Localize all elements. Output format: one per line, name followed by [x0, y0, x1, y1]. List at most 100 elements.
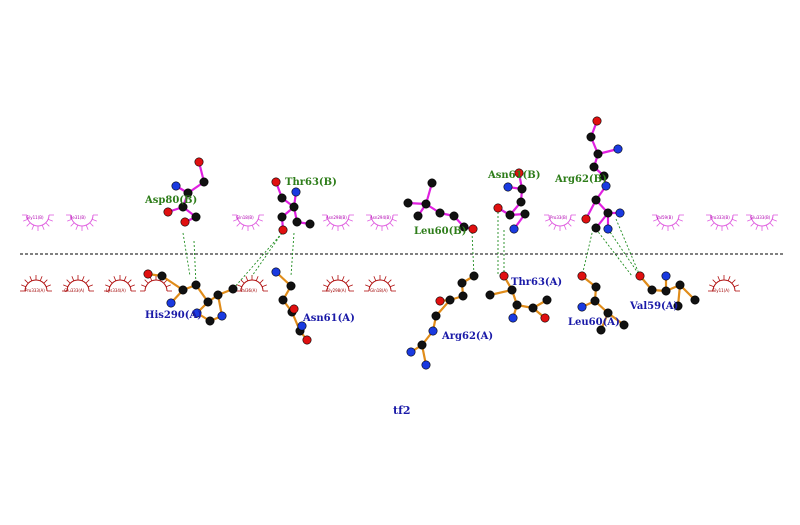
- residue-label: Arg62(B): [554, 174, 607, 185]
- hydrophobic-arc-tick: [323, 284, 328, 288]
- hydrophobic-arc-tick: [85, 279, 90, 284]
- hydrophobic-arc-tick: [345, 279, 350, 284]
- carbon-atom: [427, 178, 437, 188]
- nitrogen-atom: [428, 326, 438, 336]
- hydrophobic-arc-tick: [389, 222, 394, 227]
- hydrophobic-arc-tick: [41, 225, 45, 230]
- carbon-atom: [591, 282, 601, 292]
- carbon-atom: [469, 271, 479, 281]
- carbon-atom: [305, 219, 315, 229]
- hydrophobic-arc-tick: [233, 218, 238, 222]
- hydrophobic-arc: [108, 279, 132, 292]
- nitrogen-atom: [613, 144, 623, 154]
- hydrophobic-label: Val59(B): [656, 215, 673, 220]
- nitrogen-atom: [217, 311, 227, 321]
- hydrophobic-arc-tick: [653, 218, 658, 222]
- hydrogen-bond: [581, 228, 594, 277]
- carbon-atom: [647, 285, 657, 295]
- hydrogen-bond: [471, 231, 475, 277]
- hydrophobic-arc-tick: [67, 218, 72, 222]
- hydrophobic-arc-tick: [727, 276, 731, 281]
- oxygen-atom: [581, 214, 591, 224]
- nitrogen-atom: [509, 224, 519, 234]
- hydrophobic-arc: [548, 214, 572, 227]
- carbon-atom: [591, 223, 601, 233]
- hydrophobic-arc-tick: [23, 218, 28, 222]
- hydrophobic-arc-tick: [88, 284, 93, 288]
- oxygen-atom: [499, 271, 509, 281]
- hydrophobic-arc-tick: [31, 225, 35, 230]
- hydrophobic-arc-tick: [678, 218, 683, 222]
- hydrophobic-arc-tick: [567, 222, 572, 227]
- hydrophobic-arc-tick: [715, 225, 719, 230]
- hydrogen-bonds: [182, 208, 641, 290]
- hydrophobic-arc: [326, 279, 350, 292]
- hydrogen-bond: [595, 228, 633, 277]
- carbon-atom: [277, 212, 287, 222]
- carbon-atom: [599, 171, 609, 181]
- hydrophobic-arc-tick: [43, 279, 48, 284]
- hydrophobic-arc-tick: [323, 218, 328, 222]
- hydrophobic-label: Asn298(B): [326, 215, 347, 220]
- hydrophobic-arc-tick: [367, 218, 372, 222]
- nitrogen-atom: [291, 187, 301, 197]
- hydrogen-bond: [290, 232, 295, 277]
- carbon-atom: [191, 212, 201, 222]
- carbon-atom: [199, 177, 209, 187]
- nitrogen-atom: [577, 302, 587, 312]
- hydrophobic-arc-tick: [671, 225, 675, 230]
- hydrophobic-arc: [368, 279, 392, 292]
- hydrophobic-arc-tick: [92, 218, 97, 222]
- hydrophobic-label: Pro333(A): [25, 288, 45, 293]
- carbon-atom: [586, 132, 596, 142]
- hydrophobic-arc-tick: [127, 279, 132, 284]
- hydrophobic-arc-tick: [545, 218, 550, 222]
- hydrogen-bond: [251, 232, 283, 277]
- oxygen-atom: [302, 335, 312, 345]
- nitrogen-atom: [192, 308, 202, 318]
- carbon-atom: [413, 211, 423, 221]
- oxygen-atom: [493, 203, 503, 213]
- hydrophobic-arc: [240, 279, 264, 292]
- carbon-atom: [277, 193, 287, 203]
- hydrophobic-arc-tick: [385, 225, 389, 230]
- nitrogen-atom: [297, 321, 307, 331]
- hydrophobic-arc-tick: [81, 276, 85, 281]
- residue-label: Arg62(A): [441, 331, 493, 342]
- hydrophobic-arc-tick: [259, 279, 264, 284]
- residue-label: Asn61(A): [302, 313, 355, 324]
- hydrophobic-arc-tick: [85, 225, 89, 230]
- hydrophobic-arc-tick: [251, 225, 255, 230]
- hydrophobic-arc-tick: [71, 276, 75, 281]
- carbon-atom: [417, 340, 427, 350]
- hydrophobic-arc-tick: [123, 276, 127, 281]
- hydrophobic-arc-tick: [45, 222, 50, 227]
- hydrophobic-arc: [144, 279, 168, 292]
- hydrophobic-arc-tick: [75, 225, 79, 230]
- hydrophobic-arc-tick: [237, 284, 242, 288]
- carbon-atom: [191, 280, 201, 290]
- hydrophobic-arc-tick: [331, 225, 335, 230]
- residue-label: Asp80(B): [144, 195, 197, 206]
- hydrophobic-arc-tick: [113, 276, 117, 281]
- carbon-atom: [603, 208, 613, 218]
- hydrophobic-arc-tick: [29, 276, 33, 281]
- nitrogen-atom: [661, 271, 671, 281]
- hydrophobic-label: Pro33(B): [550, 215, 568, 220]
- oxygen-atom: [635, 271, 645, 281]
- carbon-atom: [203, 297, 213, 307]
- hydrophobic-arc-tick: [262, 284, 267, 288]
- carbon-atom: [507, 285, 517, 295]
- oxygen-atom: [163, 207, 173, 217]
- carbon-atom: [485, 290, 495, 300]
- carbon-atom: [449, 211, 459, 221]
- hydrophobic-arc-tick: [563, 225, 567, 230]
- carbon-atom: [228, 284, 238, 294]
- hydrophobic-arc-tick: [89, 222, 94, 227]
- hydrophobic-arc-tick: [341, 276, 345, 281]
- oxygen-atom: [180, 217, 190, 227]
- figure-caption: tf2: [393, 404, 410, 417]
- hydrophobic-arc-tick: [373, 276, 377, 281]
- hydrophobic-arc-tick: [345, 222, 350, 227]
